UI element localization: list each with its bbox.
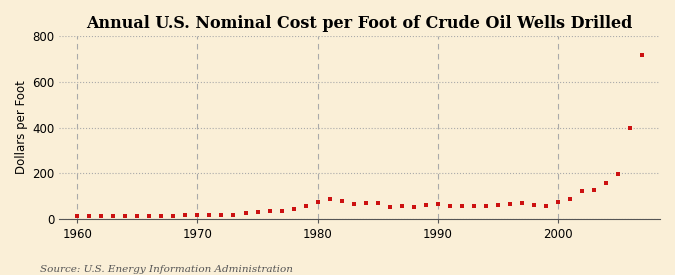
Point xyxy=(156,214,167,218)
Point xyxy=(421,203,431,208)
Point xyxy=(384,205,395,210)
Point xyxy=(372,201,383,206)
Point xyxy=(288,207,299,211)
Point xyxy=(228,212,239,217)
Point xyxy=(589,188,599,192)
Point xyxy=(204,213,215,217)
Point xyxy=(456,204,467,208)
Point xyxy=(624,125,635,130)
Point xyxy=(276,208,287,213)
Point xyxy=(444,204,455,208)
Point xyxy=(529,203,539,208)
Point xyxy=(240,211,251,215)
Point xyxy=(481,204,491,208)
Point xyxy=(180,213,191,218)
Point xyxy=(552,200,563,205)
Point xyxy=(252,210,263,214)
Point xyxy=(96,214,107,218)
Text: Source: U.S. Energy Information Administration: Source: U.S. Energy Information Administ… xyxy=(40,265,294,274)
Point xyxy=(72,214,83,218)
Point xyxy=(504,202,515,207)
Point xyxy=(84,214,95,218)
Point xyxy=(492,203,503,208)
Title: Annual U.S. Nominal Cost per Foot of Crude Oil Wells Drilled: Annual U.S. Nominal Cost per Foot of Cru… xyxy=(86,15,633,32)
Point xyxy=(468,204,479,209)
Point xyxy=(168,213,179,218)
Point xyxy=(576,189,587,194)
Point xyxy=(637,52,647,57)
Point xyxy=(408,204,419,209)
Point xyxy=(264,209,275,214)
Point xyxy=(396,204,407,209)
Point xyxy=(108,214,119,219)
Point xyxy=(541,204,551,208)
Point xyxy=(348,202,359,207)
Point xyxy=(336,199,347,203)
Point xyxy=(601,181,612,186)
Point xyxy=(360,200,371,205)
Point xyxy=(612,172,623,177)
Point xyxy=(192,213,203,217)
Y-axis label: Dollars per Foot: Dollars per Foot xyxy=(15,81,28,174)
Point xyxy=(516,200,527,205)
Point xyxy=(432,202,443,206)
Point xyxy=(564,197,575,202)
Point xyxy=(144,214,155,218)
Point xyxy=(313,200,323,205)
Point xyxy=(324,196,335,201)
Point xyxy=(300,204,311,208)
Point xyxy=(120,214,131,218)
Point xyxy=(132,214,143,218)
Point xyxy=(216,213,227,217)
